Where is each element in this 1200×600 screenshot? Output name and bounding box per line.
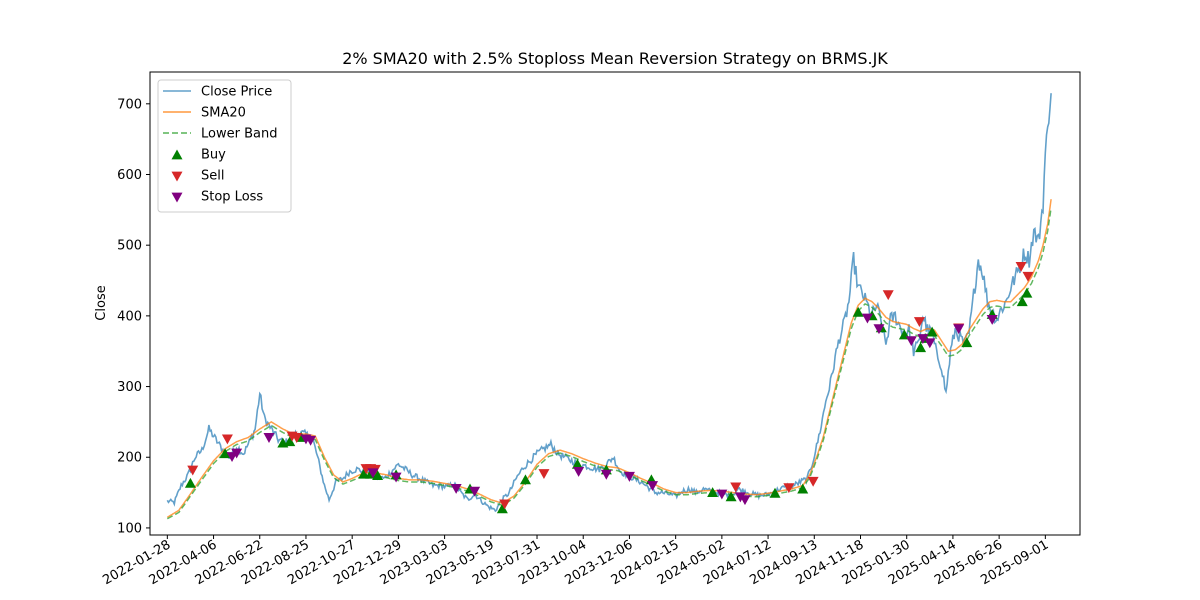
legend-entry: Sell [201, 169, 224, 184]
marker-buy [915, 342, 927, 353]
legend: Close Price SMA20 Lower Band Buy Sell Stop Lo… [157, 79, 292, 213]
marker-stop-loss [739, 495, 751, 506]
marker-stop-loss [390, 472, 402, 483]
marker-stop-loss [917, 334, 929, 344]
marker-stop-loss [263, 433, 275, 443]
y-tick-label: 200 [117, 451, 142, 466]
marker-sell [538, 469, 550, 480]
marker-stop-loss [716, 489, 728, 500]
marker-sell [807, 476, 819, 487]
legend-box [157, 79, 292, 213]
marker-sell [291, 433, 303, 443]
axes-frame [149, 71, 1081, 536]
y-tick-label: 700 [117, 97, 142, 112]
marker-sell [913, 317, 925, 328]
legend-swatch [171, 192, 183, 203]
legend-swatch [171, 171, 183, 182]
y-axis-label: Close [94, 285, 109, 320]
marker-stop-loss [469, 486, 481, 497]
marker-stop-loss [231, 448, 243, 459]
marker-stop-loss [450, 483, 462, 494]
marker-stop-loss [734, 492, 746, 503]
legend-entry: Close Price [201, 85, 272, 100]
marker-stop-loss [305, 435, 317, 446]
chart-title: 2% SMA20 with 2.5% Stoploss Mean Reversi… [342, 49, 888, 68]
marker-buy [284, 436, 296, 447]
y-tick-label: 600 [117, 168, 142, 183]
marker-buy [184, 477, 196, 488]
marker-stop-loss [623, 471, 635, 482]
legend-entry: Stop Loss [201, 190, 263, 205]
marker-buy [725, 491, 737, 502]
marker-buy [852, 306, 864, 317]
marker-buy [496, 503, 508, 514]
marker-buy [372, 470, 384, 481]
marker-stop-loss [647, 481, 659, 492]
y-tick-label: 400 [117, 309, 142, 324]
legend-entry: Lower Band [201, 127, 277, 142]
marker-stop-loss [953, 324, 965, 335]
marker-buy [571, 458, 583, 469]
marker-stop-loss [861, 313, 873, 324]
marker-sell [882, 290, 894, 301]
marker-stop-loss [367, 468, 379, 479]
marker-stop-loss [986, 315, 998, 325]
y-tick-label: 100 [117, 521, 142, 536]
marker-stop-loss [924, 338, 936, 349]
marker-buy [707, 487, 719, 497]
marker-buy [1016, 296, 1028, 307]
legend-entry: SMA20 [201, 106, 246, 121]
marker-sell [1022, 271, 1034, 282]
legend-swatch [171, 149, 183, 160]
marker-buy [1021, 287, 1033, 298]
marker-stop-loss [573, 466, 585, 477]
legend-entry: Buy [201, 148, 226, 163]
plot-area [166, 93, 1052, 520]
y-tick-label: 500 [117, 239, 142, 254]
marker-buy [926, 326, 938, 337]
marker-buy [358, 468, 370, 479]
marker-buy [961, 337, 973, 348]
marker-sell [730, 482, 742, 493]
y-tick-label: 300 [117, 380, 142, 395]
marker-stop-loss [905, 336, 917, 347]
marker-sell [783, 483, 795, 494]
marker-sell [499, 499, 511, 510]
marker-sell [221, 434, 233, 445]
marker-stop-loss [873, 324, 885, 335]
marker-buy [519, 474, 531, 485]
marker-buy [219, 448, 231, 459]
marker-sell [1015, 261, 1027, 272]
marker-sell [187, 465, 199, 476]
marker-buy [769, 487, 781, 498]
marker-buy [797, 483, 809, 494]
series-line-lower-band [166, 207, 1052, 520]
marker-stop-loss [600, 469, 612, 480]
